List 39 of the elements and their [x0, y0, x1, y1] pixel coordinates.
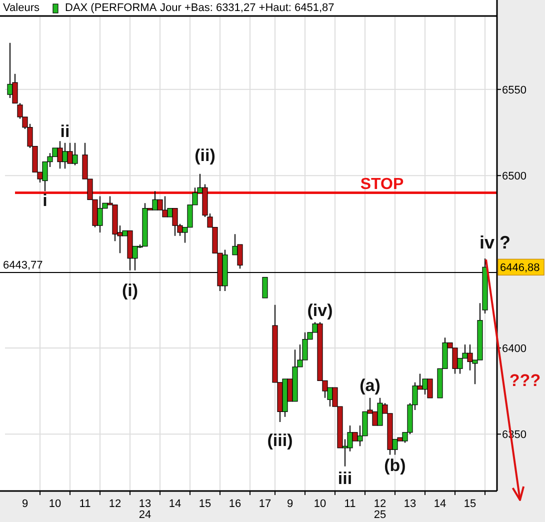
annotation: (a)	[360, 376, 380, 395]
x-tick-label: 11	[344, 498, 356, 510]
legend-label: DAX (PERFORMA	[65, 2, 158, 14]
x-tick-label: 13	[138, 498, 152, 510]
y-tick-label: 6550	[502, 84, 526, 96]
x-tick-label: 10	[314, 498, 326, 510]
x-tick-label: 13	[404, 498, 416, 510]
x-tick-label: 10	[48, 498, 62, 510]
x-tick-label: 9	[286, 498, 294, 510]
x-tick-label: 12	[374, 498, 386, 510]
ref-line-label: 6443,77	[3, 259, 43, 272]
annotation: (b)	[384, 456, 406, 475]
annotation: i	[42, 191, 48, 210]
y-tick-label: 6400	[502, 342, 526, 355]
annotation: (iii)	[267, 431, 293, 450]
x-tick-label: 9	[22, 498, 28, 510]
annotation: (i)	[122, 281, 138, 300]
x-tick-label: 14	[434, 498, 446, 510]
x-tick-label: 12	[108, 498, 122, 510]
annotation: iv ?	[479, 232, 511, 253]
text: 24	[138, 509, 152, 521]
text: 25	[374, 509, 386, 521]
x-tick-label: 11	[79, 498, 91, 510]
chart-subtitle: Jour +Bas: 6331,27 +Haut: 6451,87	[160, 2, 334, 14]
y-tick-label: 6500	[502, 170, 526, 183]
candlestick	[262, 276, 268, 298]
x-tick-label: 15	[198, 498, 212, 510]
x-tick-label: 15	[464, 498, 476, 510]
legend-title: Valeurs	[3, 2, 40, 14]
annotation: ii	[60, 122, 70, 141]
x-tick-label: 17	[258, 498, 272, 510]
annotation: iii	[338, 469, 352, 488]
text: ???	[509, 370, 541, 390]
ref-line-label: STOP	[360, 176, 404, 193]
x-tick-label: 16	[228, 498, 242, 510]
text: 6446,88	[500, 262, 540, 274]
annotation: (iv)	[307, 301, 333, 320]
x-tick-label: 14	[168, 498, 182, 510]
annotation: (ii)	[194, 146, 216, 165]
